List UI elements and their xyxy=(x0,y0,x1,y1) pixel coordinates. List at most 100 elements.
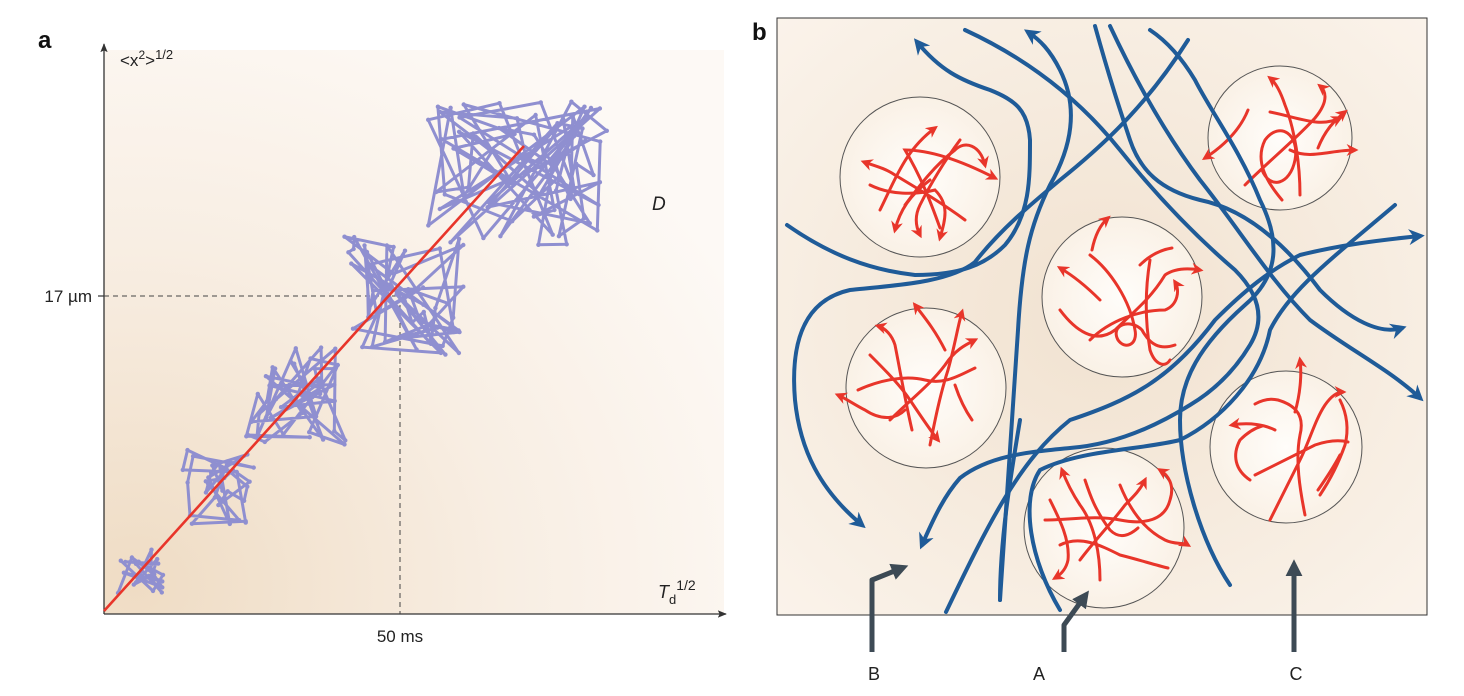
random-walk-step xyxy=(237,518,242,523)
y-tick-label: 17 µm xyxy=(44,287,92,306)
random-walk-step xyxy=(288,359,293,364)
panel-a-letter: a xyxy=(38,27,52,54)
diffusion-path xyxy=(910,138,962,239)
random-walk-step xyxy=(383,282,388,287)
random-walk-step xyxy=(369,344,375,350)
random-walk-step xyxy=(536,242,541,247)
random-walk-step xyxy=(561,117,566,122)
random-walk-step xyxy=(446,301,451,306)
random-walk-step xyxy=(414,347,419,352)
random-walk-step xyxy=(245,484,250,489)
random-walk-step xyxy=(564,145,569,150)
random-walk-step xyxy=(342,234,347,239)
diffusion-path xyxy=(868,353,941,443)
random-walk-step xyxy=(272,366,278,371)
random-walk-step xyxy=(350,326,356,331)
random-walk-step xyxy=(448,105,453,111)
diffusion-path xyxy=(1201,108,1250,160)
diffusion-path xyxy=(1138,246,1174,267)
diffusion-path xyxy=(1243,83,1331,187)
random-walk-step xyxy=(421,302,426,307)
random-walk-step xyxy=(438,350,444,356)
random-walk-clusters xyxy=(115,99,609,596)
random-walk-step xyxy=(448,240,453,245)
label-a: A xyxy=(1033,664,1045,684)
random-walk-step xyxy=(456,328,461,333)
random-walk-step xyxy=(264,415,269,420)
random-walk-step xyxy=(435,104,441,109)
diffusion-path xyxy=(902,148,999,230)
diffusion-path xyxy=(912,302,947,352)
random-walk-step xyxy=(255,391,260,397)
random-walk-step xyxy=(382,339,388,345)
random-walk-step xyxy=(510,219,515,224)
diffusion-path xyxy=(860,159,967,222)
random-walk-step xyxy=(451,146,456,151)
diffusion-path xyxy=(1293,356,1308,414)
diffusion-path xyxy=(1090,215,1111,252)
label-pointers xyxy=(869,559,1303,652)
diffusion-path xyxy=(1056,266,1102,302)
random-walk-step xyxy=(556,234,562,239)
random-walk-step xyxy=(243,520,248,525)
y-axis-label: <x2>1/2 xyxy=(120,47,173,70)
random-walk-step xyxy=(498,234,503,239)
random-walk-step xyxy=(595,228,600,233)
diffusion-path xyxy=(1059,466,1102,582)
random-walk-step xyxy=(118,558,124,563)
random-walk-step xyxy=(591,172,596,178)
random-walk-step xyxy=(485,205,490,210)
random-walk-step xyxy=(582,104,587,109)
random-walk-step xyxy=(512,131,517,137)
random-walk-step xyxy=(312,366,317,371)
random-walk-step xyxy=(598,139,603,144)
flow-path xyxy=(944,229,1425,614)
random-walk-step xyxy=(262,439,267,445)
random-walk-step xyxy=(583,138,588,143)
random-walk-step xyxy=(421,309,426,315)
random-walk-step xyxy=(185,447,190,453)
random-walk-step xyxy=(510,181,515,187)
random-walk-step xyxy=(251,465,256,470)
panel-b: b xyxy=(752,17,1428,684)
random-walk-step xyxy=(268,415,273,420)
random-walk-step xyxy=(317,391,323,397)
random-walk-step xyxy=(437,206,442,212)
pointer-a xyxy=(1061,590,1089,652)
diffusion-path xyxy=(928,308,966,447)
random-walk-step xyxy=(435,325,440,330)
random-walk-step xyxy=(531,214,537,219)
label-c: C xyxy=(1290,664,1303,684)
diffusion-path xyxy=(1253,439,1350,477)
random-walk-step xyxy=(437,246,442,251)
flow-path xyxy=(1108,24,1424,402)
random-walk-step xyxy=(552,207,557,213)
random-walk-step xyxy=(351,246,356,252)
random-walk-step xyxy=(409,320,415,325)
random-walk-step xyxy=(551,156,557,161)
random-walk-step xyxy=(581,216,587,221)
random-walk-step xyxy=(256,411,262,416)
random-walk-step xyxy=(549,162,554,168)
random-walk-step xyxy=(310,395,315,400)
random-walk-step xyxy=(571,186,577,191)
random-walk-step xyxy=(249,419,254,425)
random-walk-step xyxy=(401,293,406,298)
random-walk-step xyxy=(234,469,239,475)
random-walk-step xyxy=(160,579,165,584)
random-walk-step xyxy=(332,366,337,371)
diffusion-path xyxy=(1088,278,1185,342)
random-walk-step xyxy=(155,556,160,562)
random-walk-step xyxy=(150,588,156,594)
diffusion-path xyxy=(1083,478,1140,538)
diffusion-path xyxy=(1288,144,1359,157)
random-walk-step xyxy=(148,568,153,573)
random-walk-step xyxy=(597,106,603,111)
random-walk-step xyxy=(451,315,456,320)
diffusion-path xyxy=(953,383,974,422)
random-walk-step xyxy=(245,432,251,438)
random-walk-step xyxy=(366,262,371,267)
random-walk-step xyxy=(587,221,592,226)
random-walk-step xyxy=(313,414,319,419)
